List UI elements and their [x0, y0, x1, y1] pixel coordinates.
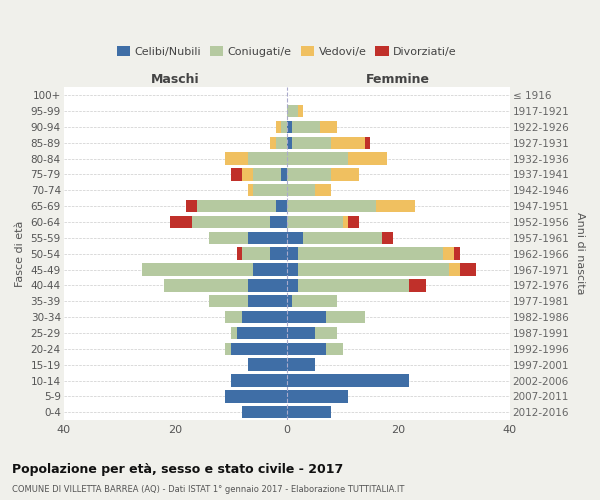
- Bar: [287, 248, 298, 260]
- Bar: [248, 358, 287, 371]
- Bar: [270, 216, 287, 228]
- Bar: [326, 311, 365, 324]
- Bar: [287, 342, 326, 355]
- Bar: [275, 120, 281, 133]
- Bar: [287, 374, 409, 386]
- Y-axis label: Fasce di età: Fasce di età: [15, 220, 25, 287]
- Bar: [287, 390, 348, 402]
- Text: Femmine: Femmine: [367, 72, 430, 86]
- Legend: Celibi/Nubili, Coniugati/e, Vedovi/e, Divorziati/e: Celibi/Nubili, Coniugati/e, Vedovi/e, Di…: [113, 43, 460, 60]
- Bar: [382, 232, 393, 244]
- Bar: [231, 374, 287, 386]
- Bar: [231, 327, 236, 339]
- Bar: [348, 152, 387, 164]
- Bar: [248, 279, 287, 291]
- Bar: [365, 136, 370, 149]
- Bar: [209, 295, 248, 308]
- Bar: [197, 200, 275, 212]
- Bar: [187, 200, 197, 212]
- Bar: [343, 216, 348, 228]
- Bar: [192, 216, 270, 228]
- Bar: [331, 168, 359, 180]
- Bar: [253, 168, 281, 180]
- Bar: [231, 342, 287, 355]
- Bar: [270, 248, 287, 260]
- Bar: [443, 248, 454, 260]
- Bar: [449, 264, 460, 276]
- Bar: [275, 136, 287, 149]
- Bar: [231, 168, 242, 180]
- Bar: [164, 279, 248, 291]
- Bar: [287, 358, 314, 371]
- Bar: [304, 232, 382, 244]
- Text: Maschi: Maschi: [151, 72, 199, 86]
- Bar: [287, 152, 348, 164]
- Bar: [236, 248, 242, 260]
- Bar: [298, 264, 449, 276]
- Bar: [226, 390, 287, 402]
- Bar: [287, 184, 314, 196]
- Bar: [236, 327, 287, 339]
- Bar: [287, 264, 298, 276]
- Bar: [242, 406, 287, 418]
- Bar: [320, 120, 337, 133]
- Bar: [248, 295, 287, 308]
- Bar: [287, 406, 331, 418]
- Bar: [376, 200, 415, 212]
- Bar: [142, 264, 253, 276]
- Bar: [253, 184, 287, 196]
- Bar: [314, 184, 331, 196]
- Bar: [409, 279, 426, 291]
- Bar: [298, 248, 443, 260]
- Bar: [226, 152, 248, 164]
- Bar: [226, 342, 231, 355]
- Bar: [292, 120, 320, 133]
- Bar: [331, 136, 365, 149]
- Bar: [287, 200, 376, 212]
- Text: Popolazione per età, sesso e stato civile - 2017: Popolazione per età, sesso e stato civil…: [12, 462, 343, 475]
- Bar: [226, 311, 242, 324]
- Bar: [460, 264, 476, 276]
- Bar: [209, 232, 248, 244]
- Bar: [454, 248, 460, 260]
- Bar: [287, 136, 292, 149]
- Bar: [242, 311, 287, 324]
- Bar: [287, 168, 331, 180]
- Bar: [287, 295, 292, 308]
- Bar: [287, 232, 304, 244]
- Bar: [326, 342, 343, 355]
- Bar: [287, 279, 298, 291]
- Bar: [248, 152, 287, 164]
- Bar: [242, 168, 253, 180]
- Bar: [275, 200, 287, 212]
- Bar: [170, 216, 192, 228]
- Bar: [298, 279, 409, 291]
- Bar: [242, 248, 270, 260]
- Bar: [314, 327, 337, 339]
- Bar: [287, 105, 298, 117]
- Bar: [281, 168, 287, 180]
- Bar: [287, 216, 343, 228]
- Text: COMUNE DI VILLETTA BARREA (AQ) - Dati ISTAT 1° gennaio 2017 - Elaborazione TUTTI: COMUNE DI VILLETTA BARREA (AQ) - Dati IS…: [12, 485, 404, 494]
- Bar: [281, 120, 287, 133]
- Bar: [292, 295, 337, 308]
- Bar: [248, 232, 287, 244]
- Y-axis label: Anni di nascita: Anni di nascita: [575, 212, 585, 295]
- Bar: [287, 327, 314, 339]
- Bar: [287, 120, 292, 133]
- Bar: [248, 184, 253, 196]
- Bar: [287, 311, 326, 324]
- Bar: [348, 216, 359, 228]
- Bar: [270, 136, 275, 149]
- Bar: [253, 264, 287, 276]
- Bar: [292, 136, 331, 149]
- Bar: [298, 105, 304, 117]
